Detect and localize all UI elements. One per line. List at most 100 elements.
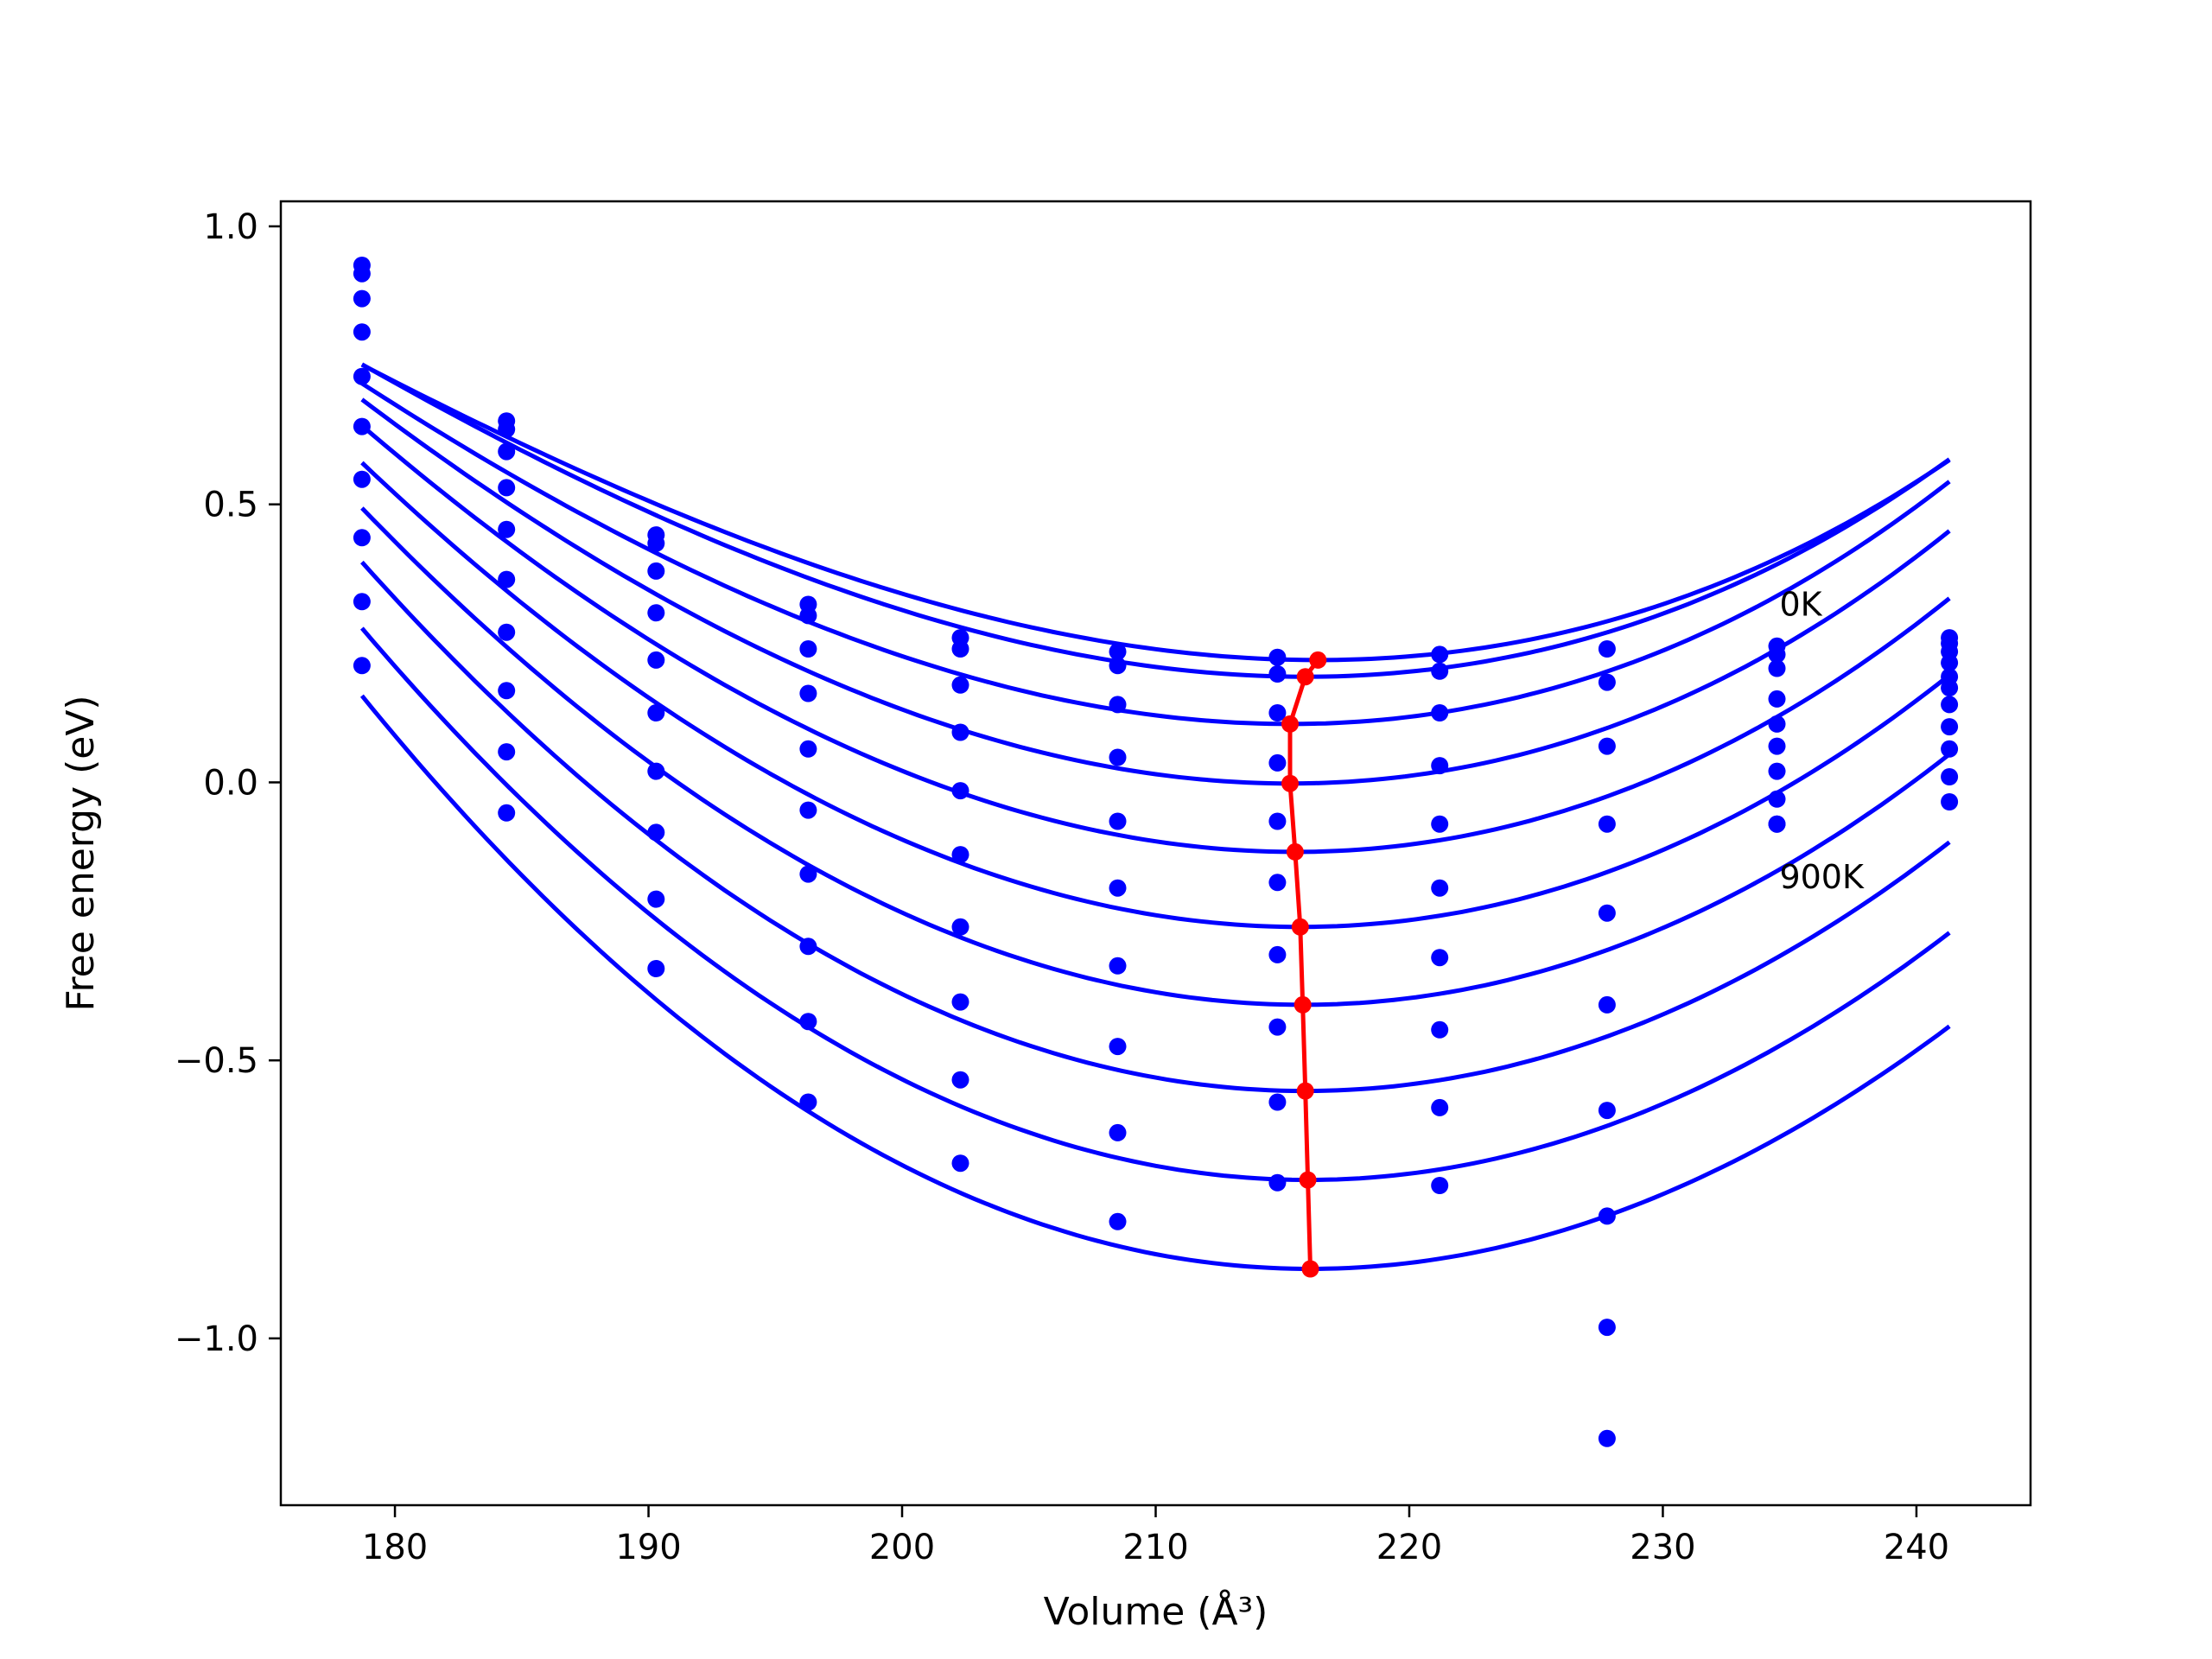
- data-point-s9-6: [1268, 1173, 1287, 1192]
- data-point-s1-0: [353, 264, 371, 283]
- data-point-s2-6: [1268, 704, 1287, 721]
- x-tick-label-240: 240: [1884, 1528, 1949, 1567]
- data-point-s9-7: [1431, 1177, 1449, 1194]
- data-point-s0-6: [1268, 648, 1287, 666]
- data-point-s6-1: [498, 623, 516, 641]
- data-point-s2-8: [1598, 737, 1616, 755]
- data-point-s6-5: [1109, 957, 1127, 975]
- data-point-s7-4: [951, 993, 969, 1011]
- data-point-s6-6: [1268, 945, 1287, 963]
- data-point-s5-1: [498, 570, 516, 588]
- data-point-extra-0: [1941, 793, 1959, 810]
- x-tick-label-210: 210: [1122, 1528, 1188, 1567]
- data-point-s9-3: [799, 1093, 817, 1111]
- data-point-s1-7: [1431, 662, 1449, 680]
- data-point-s5-6: [1268, 874, 1287, 892]
- minimum-point-5: [1291, 918, 1309, 936]
- data-point-s7-6: [1268, 1018, 1287, 1036]
- data-point-s7-7: [1431, 1020, 1449, 1039]
- minima-path: [1281, 651, 1327, 1278]
- y-tick-label-1: 0.5: [203, 486, 258, 525]
- fit-curve-7: [360, 560, 1951, 1094]
- data-point-s4-9: [1768, 715, 1786, 733]
- data-point-s8-8: [1598, 1319, 1616, 1337]
- data-point-s8-6: [1268, 1093, 1287, 1111]
- data-point-s2-7: [1431, 704, 1449, 721]
- data-point-s7-5: [1109, 1038, 1127, 1056]
- data-point-s8-7: [1431, 1098, 1449, 1116]
- y-tick-label-3: −0.5: [175, 1041, 258, 1081]
- minimum-point-9: [1301, 1260, 1319, 1278]
- data-point-s5-10: [1941, 679, 1959, 697]
- x-tick-label-180: 180: [362, 1528, 428, 1567]
- data-point-s2-3: [799, 640, 817, 658]
- minimum-point-0: [1309, 651, 1327, 669]
- fit-curve-3: [360, 397, 1951, 786]
- data-point-s5-7: [1431, 879, 1449, 897]
- data-point-s9-8: [1598, 1429, 1616, 1447]
- minimum-point-3: [1281, 774, 1299, 792]
- fit-curve-4: [360, 423, 1951, 855]
- data-point-s9-9: [1768, 815, 1786, 833]
- data-point-s4-8: [1598, 904, 1616, 922]
- y-tick-label-0: 1.0: [203, 207, 258, 247]
- data-point-s7-2: [647, 823, 665, 842]
- data-point-s9-0: [353, 657, 371, 675]
- x-tick-label-230: 230: [1630, 1528, 1695, 1567]
- data-point-s5-0: [353, 417, 371, 435]
- data-point-s7-9: [1768, 790, 1786, 808]
- data-point-s3-4: [951, 723, 969, 741]
- x-axis-title: Volume (Å³): [1044, 1588, 1268, 1634]
- x-tick-label-220: 220: [1376, 1528, 1442, 1567]
- fit-curve-6: [360, 506, 1951, 1007]
- data-points: [353, 257, 1959, 1447]
- x-tick-label-190: 190: [615, 1528, 681, 1567]
- data-point-s5-5: [1109, 879, 1127, 897]
- data-point-s2-9: [1768, 659, 1786, 677]
- minima-line: [1287, 658, 1320, 1269]
- fit-curve-9: [359, 694, 1951, 1271]
- data-point-s3-1: [498, 479, 516, 497]
- y-axis-title: Free energy (eV): [59, 695, 103, 1011]
- y-tick-label-4: −1.0: [175, 1319, 258, 1359]
- data-point-s3-3: [799, 684, 817, 702]
- data-point-s8-1: [498, 743, 516, 761]
- data-point-s3-7: [1431, 757, 1449, 775]
- data-point-s3-8: [1598, 815, 1616, 833]
- data-point-s3-0: [353, 323, 371, 341]
- data-point-s9-5: [1109, 1212, 1127, 1230]
- data-point-s4-2: [647, 651, 665, 669]
- data-point-s6-3: [799, 865, 817, 883]
- fit-curve-8: [359, 626, 1951, 1182]
- data-point-s8-10: [1941, 740, 1959, 758]
- data-point-s1-3: [799, 607, 817, 625]
- data-point-s5-8: [1598, 995, 1616, 1014]
- fit-curves: [359, 362, 1951, 1271]
- data-point-s2-0: [353, 289, 371, 308]
- minimum-point-7: [1296, 1082, 1314, 1100]
- data-point-s1-1: [498, 420, 516, 438]
- data-point-s9-4: [951, 1154, 969, 1173]
- data-point-s6-2: [647, 762, 665, 780]
- data-point-s6-8: [1598, 1102, 1616, 1120]
- data-point-s8-0: [353, 593, 371, 611]
- data-point-s4-6: [1268, 812, 1287, 830]
- minimum-point-1: [1296, 668, 1314, 686]
- y-tick-label-2: 0.0: [203, 763, 258, 803]
- data-point-s4-3: [799, 740, 817, 758]
- label-900k: 900K: [1779, 858, 1865, 896]
- data-point-s4-7: [1431, 815, 1449, 833]
- data-point-s4-1: [498, 520, 516, 538]
- data-point-s3-6: [1268, 753, 1287, 772]
- data-point-s6-4: [951, 918, 969, 936]
- data-point-s5-2: [647, 704, 665, 721]
- data-point-s5-9: [1768, 737, 1786, 755]
- minimum-point-2: [1281, 715, 1299, 733]
- data-point-s9-1: [498, 804, 516, 822]
- data-point-s3-9: [1768, 690, 1786, 708]
- data-point-s6-10: [1941, 696, 1959, 714]
- minimum-point-6: [1294, 995, 1312, 1014]
- data-point-s9-2: [647, 960, 665, 977]
